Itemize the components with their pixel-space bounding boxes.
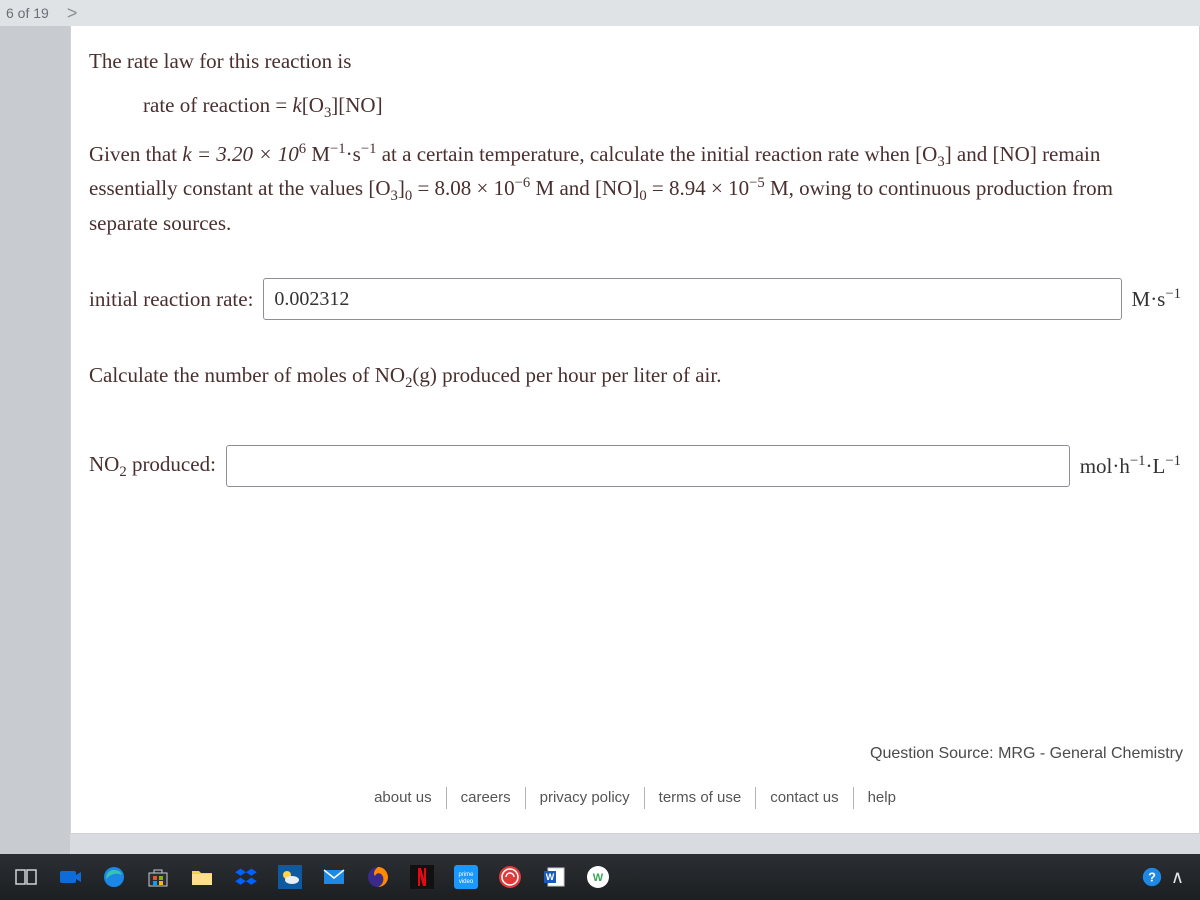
no2-produced-row: NO2 produced: mol·h−1·L−1 <box>89 445 1181 487</box>
word-icon[interactable]: W <box>534 859 574 895</box>
question-source: Question Source: MRG - General Chemistry <box>870 742 1183 765</box>
footer-careers[interactable]: careers <box>447 787 526 809</box>
mail-icon[interactable] <box>314 859 354 895</box>
prime-video-icon[interactable]: primevideo <box>446 859 486 895</box>
initial-rate-row: initial reaction rate: M·s−1 <box>89 278 1181 320</box>
footer-privacy[interactable]: privacy policy <box>526 787 645 809</box>
next-question-chevron[interactable]: > <box>67 3 78 24</box>
footer-about[interactable]: about us <box>360 787 447 809</box>
left-margin <box>0 26 70 854</box>
camera-icon[interactable] <box>50 859 90 895</box>
store-icon[interactable] <box>138 859 178 895</box>
initial-rate-unit: M·s−1 <box>1132 284 1181 314</box>
given-paragraph: Given that k = 3.20 × 106 M−1·s−1 at a c… <box>89 139 1181 238</box>
firefox-icon[interactable] <box>358 859 398 895</box>
netflix-icon[interactable] <box>402 859 442 895</box>
question-nav-bar: 6 of 19 > <box>0 0 1200 26</box>
system-tray[interactable]: ? ∧ <box>1141 866 1194 888</box>
groove-icon[interactable] <box>490 859 530 895</box>
question-body: The rate law for this reaction is rate o… <box>89 46 1181 238</box>
second-prompt: Calculate the number of moles of NO2(g) … <box>89 360 1181 395</box>
footer-help[interactable]: help <box>854 787 910 809</box>
tray-chevron-icon[interactable]: ∧ <box>1171 867 1184 888</box>
task-view-icon[interactable] <box>6 859 46 895</box>
svg-text:video: video <box>459 879 474 885</box>
help-tray-icon[interactable]: ? <box>1141 866 1163 888</box>
dropbox-icon[interactable] <box>226 859 266 895</box>
file-explorer-icon[interactable] <box>182 859 222 895</box>
footer-links: about us careers privacy policy terms of… <box>71 787 1199 809</box>
no2-produced-input[interactable] <box>226 445 1070 487</box>
no2-produced-unit: mol·h−1·L−1 <box>1080 451 1181 481</box>
question-panel: The rate law for this reaction is rate o… <box>70 26 1200 834</box>
initial-rate-label: initial reaction rate: <box>89 284 253 314</box>
no2-produced-label: NO2 produced: <box>89 449 216 484</box>
svg-text:prime: prime <box>458 872 474 878</box>
rate-equation: rate of reaction = k[O3][NO] <box>89 90 1181 125</box>
intro-line: The rate law for this reaction is <box>89 46 1181 76</box>
wps-icon[interactable]: W <box>578 859 618 895</box>
svg-text:W: W <box>593 872 604 884</box>
weather-icon[interactable] <box>270 859 310 895</box>
svg-text:W: W <box>546 872 555 882</box>
footer-terms[interactable]: terms of use <box>645 787 757 809</box>
svg-text:?: ? <box>1148 870 1156 885</box>
initial-rate-input[interactable] <box>263 278 1121 320</box>
edge-icon[interactable] <box>94 859 134 895</box>
windows-taskbar: primevideo W W ? ∧ <box>0 854 1200 900</box>
question-counter: 6 of 19 <box>6 5 49 21</box>
footer-contact[interactable]: contact us <box>756 787 853 809</box>
